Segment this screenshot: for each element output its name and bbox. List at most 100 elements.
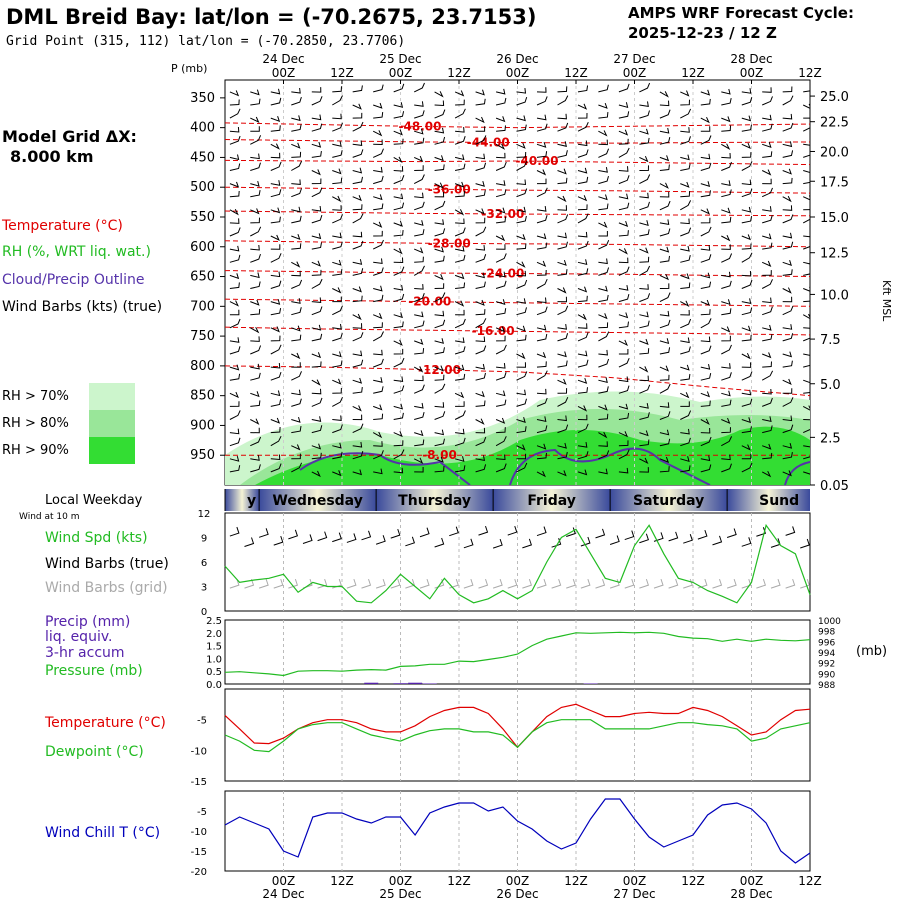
wind-barb [741,97,753,106]
wind-barb [291,416,301,423]
wind-barb [659,292,671,303]
pressure-unit-label: (mb) [856,644,887,659]
wind-barb [557,470,567,477]
wind-barb [434,136,446,145]
wind-barb [413,366,424,373]
rh80-label: RH > 80% [2,416,69,431]
bottom-time-label: 00Z [740,874,764,888]
temperature-contour-label: -16.00 [472,324,515,338]
wind-barb [229,318,241,329]
wind-barb [229,218,240,224]
wind-barb [639,320,650,329]
wind-barb-true [390,528,401,539]
wind-barb [475,372,486,381]
pressure-tick-label: 900 [190,418,215,433]
wind-barb-grid [653,578,664,589]
wind-barb [700,309,711,316]
wind-barb [598,258,608,265]
wind-barb [496,152,506,159]
pressure-tick-label: 350 [190,91,215,106]
wind-barb-grid [756,578,767,589]
wind-barb [270,454,281,461]
wind-barb [454,163,466,171]
wind-barb [291,298,301,304]
wind-barb [557,86,568,93]
wind-barb [557,396,569,407]
wind-barb [721,280,732,289]
wind-barb [291,307,302,316]
wind-barb [373,450,384,460]
wind-barb [414,311,424,318]
wind-barb [741,298,752,305]
wind-barb [659,155,670,162]
wind-barb [352,240,364,250]
temperature-contour-label: -12.00 [418,363,461,377]
temperature-contour [225,298,810,307]
wind-barb [618,385,630,394]
wind-barb [332,424,343,434]
wind-barb [311,297,322,303]
wind-barb-grid [258,578,269,589]
wind-barb-grid [244,578,255,589]
temperature-contour [225,139,810,144]
wind-barb [516,362,527,368]
wind-barb [577,195,588,202]
wind-barb-true [580,536,591,547]
top-date-label: 26 Dec [496,52,538,66]
wind-barb [229,245,240,252]
wind-barb [782,415,793,422]
wind-barb [475,116,485,124]
wind-barb [639,284,649,290]
wind-barb [352,103,362,110]
wind-barb [639,101,649,108]
wind-barb [536,470,546,478]
wind-barb [332,168,342,175]
wind-barb [618,312,629,319]
wind-barb [700,116,710,124]
weekday-label: Wednesday [272,493,362,509]
wind-barb [434,255,445,263]
wind-barb [475,418,485,425]
wind-barb [352,414,363,421]
wind-barb [475,226,487,237]
wind-barb [557,415,567,422]
wind-barb [413,457,424,464]
wind-barb [311,379,321,386]
wind-barb [332,470,342,477]
wind-barb [557,141,567,147]
wind-barb [516,270,527,277]
wind-barb-grid [507,578,518,589]
wind-barb [373,267,384,276]
wind-barb [577,295,588,303]
wind-barb [352,176,363,185]
wind-speed-line [224,523,811,604]
wind-barb-true [756,527,767,537]
wind-barb [229,190,240,198]
wind-tick-label: 12 [198,509,211,520]
top-time-label: 12Z [564,66,588,80]
wind-barb [332,232,342,239]
wind-barb [639,229,650,237]
wind-barb [434,347,445,355]
wind-barb [475,98,486,106]
wind-barb [557,259,567,266]
wind-barb [782,360,793,368]
wind-barb [516,334,527,342]
rh90-label: RH > 90% [2,443,69,458]
wind-barb-true [639,533,650,544]
wind-barb [495,399,507,407]
temperature-contour [225,159,810,166]
wind-barb [434,200,446,211]
wind-barb [434,411,446,420]
temperature-contour [225,210,810,217]
wind-barb-grid [595,578,606,589]
wind-barb [639,110,650,119]
wind-barb [536,370,548,381]
wind-barb [680,300,690,307]
wind-barb [577,121,589,132]
wind-barb [721,125,732,132]
pressure-line [224,631,811,677]
wind-barb [598,102,608,109]
station-title: DML Breid Bay: lat/lon = (-70.2675, 23.7… [6,5,536,29]
wind-barb [475,391,485,398]
